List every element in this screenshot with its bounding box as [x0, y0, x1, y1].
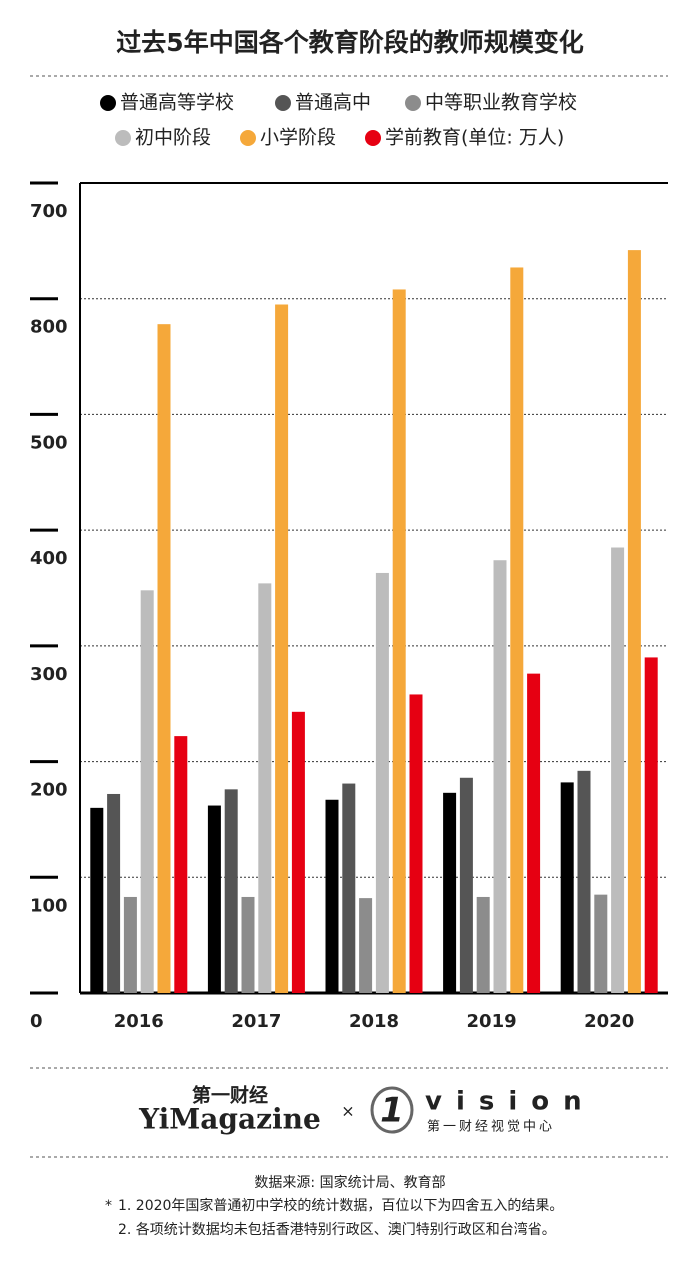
brand-cn: 第一财经: [192, 1084, 268, 1107]
bar: [459, 777, 473, 993]
x-tick-label: 2016: [114, 1011, 164, 1032]
bar: [258, 583, 272, 993]
legend-marker: [240, 130, 256, 146]
bar: [174, 736, 188, 993]
legend-marker: [365, 130, 381, 146]
y-tick-label: 300: [30, 664, 68, 685]
bar: [644, 657, 658, 993]
legend-marker: [405, 95, 421, 111]
bar: [90, 807, 104, 993]
bar: [291, 711, 305, 993]
bar: [241, 896, 255, 993]
y-tick-label: 800: [30, 317, 68, 338]
legend-label: 普通高等学校: [120, 92, 234, 114]
x-tick-label: 2019: [467, 1011, 517, 1032]
x-tick-label: 2017: [231, 1011, 281, 1032]
bar: [611, 547, 625, 993]
legend-label: 普通高中: [295, 92, 371, 114]
note: 2. 各项统计数据均未包括香港特别行政区、澳门特别行政区和台湾省。: [118, 1221, 556, 1238]
note: 1. 2020年国家普通初中学校的统计数据，百位以下为四舍五入的结果。: [118, 1197, 563, 1214]
legend-label: 学前教育(单位: 万人): [385, 127, 564, 149]
bar: [157, 324, 171, 994]
x-tick-label: 2020: [584, 1011, 634, 1032]
y-tick-label: 0: [30, 1011, 43, 1032]
bar: [224, 789, 238, 993]
logo-ring: [370, 1086, 414, 1134]
bar: [577, 770, 591, 993]
y-tick-label: 400: [30, 548, 68, 569]
bar: [443, 792, 457, 993]
bar: [627, 250, 641, 994]
bar: [510, 267, 524, 993]
y-tick-label: 700: [30, 201, 68, 222]
bar: [123, 896, 137, 993]
note-star: *: [105, 1198, 112, 1214]
legend-label: 小学阶段: [260, 127, 336, 149]
bar: [560, 782, 574, 993]
x-tick-label: 2018: [349, 1011, 399, 1032]
vision-cn: 第一财经视觉中心: [427, 1120, 555, 1135]
bar: [476, 896, 490, 993]
legend-label: 中等职业教育学校: [425, 92, 577, 114]
bar: [140, 590, 154, 993]
bar: [359, 898, 373, 993]
bar: [375, 572, 389, 993]
source: 数据来源: 国家统计局、教育部: [254, 1174, 445, 1191]
bar: [493, 560, 507, 993]
legend-label: 初中阶段: [135, 127, 211, 149]
legend-marker: [115, 130, 131, 146]
bar: [325, 799, 339, 993]
legend-marker: [100, 95, 116, 111]
bar: [342, 783, 356, 993]
vision: vision: [425, 1087, 596, 1117]
y-tick-label: 100: [30, 895, 68, 916]
brand-en: YiMagazine: [138, 1103, 321, 1136]
y-tick-label: 200: [30, 780, 68, 801]
bar: [409, 694, 423, 993]
cross: ×: [341, 1102, 354, 1121]
bar: [527, 673, 541, 993]
bar: [107, 793, 121, 993]
chart-title: 过去5年中国各个教育阶段的教师规模变化: [116, 28, 583, 57]
bar: [207, 805, 221, 993]
bar: [392, 289, 406, 993]
logo-mark: 1: [380, 1091, 404, 1131]
bar: [275, 304, 289, 993]
bar: [594, 894, 608, 993]
legend-marker: [275, 95, 291, 111]
y-tick-label: 500: [30, 432, 68, 453]
